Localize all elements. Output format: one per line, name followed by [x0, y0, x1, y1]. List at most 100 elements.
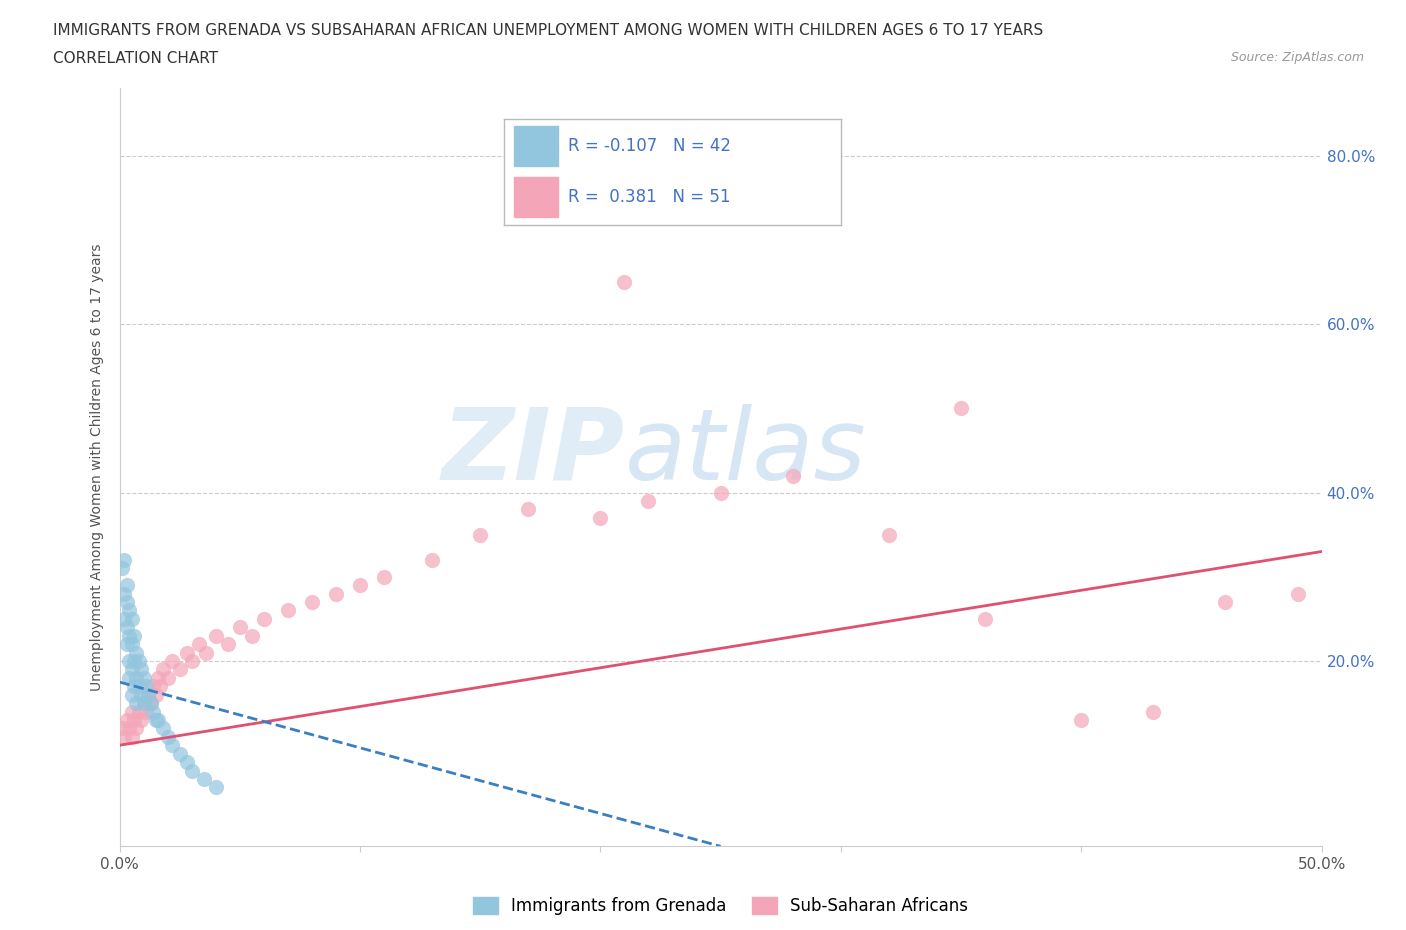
Point — [115, 620, 138, 635]
Text: Source: ZipAtlas.com: Source: ZipAtlas.com — [1230, 51, 1364, 64]
Point — [145, 687, 167, 702]
Point — [149, 679, 172, 694]
Point — [180, 654, 202, 669]
Point — [195, 645, 218, 660]
Point — [613, 274, 636, 289]
Point — [125, 645, 148, 660]
Text: ZIP: ZIP — [441, 404, 624, 500]
Point — [128, 679, 150, 694]
Point — [145, 712, 167, 727]
Point — [949, 401, 972, 416]
Point — [204, 780, 226, 795]
Point — [121, 687, 143, 702]
Point — [132, 696, 155, 711]
Point — [204, 629, 226, 644]
Point — [118, 629, 141, 644]
Point — [176, 645, 198, 660]
Point — [217, 637, 239, 652]
Point — [121, 729, 143, 744]
Point — [139, 696, 162, 711]
Point — [782, 469, 804, 484]
Point — [253, 612, 276, 627]
Text: R =  0.381   N = 51: R = 0.381 N = 51 — [568, 188, 731, 206]
Point — [180, 763, 202, 777]
Point — [129, 687, 152, 702]
Point — [349, 578, 371, 592]
Point — [132, 696, 155, 711]
Point — [135, 704, 157, 719]
Point — [517, 502, 540, 517]
Point — [1070, 712, 1092, 727]
Point — [152, 721, 174, 736]
Bar — [515, 177, 558, 218]
Point — [112, 586, 135, 601]
Point — [142, 704, 165, 719]
Text: CORRELATION CHART: CORRELATION CHART — [53, 51, 218, 66]
Point — [128, 704, 150, 719]
Point — [118, 654, 141, 669]
Point — [129, 712, 152, 727]
Point — [138, 687, 160, 702]
Point — [121, 662, 143, 677]
Point — [118, 603, 141, 618]
Point — [112, 729, 135, 744]
Bar — [515, 126, 558, 166]
Point — [709, 485, 731, 500]
Point — [169, 746, 191, 761]
Point — [228, 620, 252, 635]
Point — [115, 594, 138, 609]
Point — [156, 729, 179, 744]
Point — [146, 671, 169, 685]
Point — [139, 696, 162, 711]
Point — [301, 594, 323, 609]
Point — [187, 637, 209, 652]
Point — [974, 612, 997, 627]
Point — [115, 637, 138, 652]
Point — [156, 671, 179, 685]
Point — [325, 586, 347, 601]
Point — [1215, 594, 1237, 609]
Point — [122, 712, 145, 727]
Point — [373, 569, 395, 584]
Point — [112, 552, 135, 567]
Point — [277, 603, 299, 618]
Point — [176, 754, 198, 769]
Point — [420, 552, 443, 567]
Point — [589, 511, 612, 525]
Point — [115, 578, 138, 592]
Point — [121, 704, 143, 719]
Point — [112, 612, 135, 627]
Point — [122, 654, 145, 669]
Point — [111, 721, 134, 736]
Point — [468, 527, 492, 542]
Point — [240, 629, 263, 644]
Point — [125, 721, 148, 736]
Point — [142, 679, 165, 694]
Point — [118, 671, 141, 685]
Legend: Immigrants from Grenada, Sub-Saharan Africans: Immigrants from Grenada, Sub-Saharan Afr… — [467, 890, 974, 922]
Point — [125, 696, 148, 711]
Point — [115, 712, 138, 727]
Point — [169, 662, 191, 677]
Point — [128, 654, 150, 669]
Point — [111, 561, 134, 576]
Point — [118, 721, 141, 736]
Point — [122, 629, 145, 644]
Point — [121, 637, 143, 652]
Point — [146, 712, 169, 727]
Point — [125, 671, 148, 685]
Point — [122, 679, 145, 694]
Text: atlas: atlas — [624, 404, 866, 500]
Text: R = -0.107   N = 42: R = -0.107 N = 42 — [568, 138, 731, 155]
Text: IMMIGRANTS FROM GRENADA VS SUBSAHARAN AFRICAN UNEMPLOYMENT AMONG WOMEN WITH CHIL: IMMIGRANTS FROM GRENADA VS SUBSAHARAN AF… — [53, 23, 1043, 38]
Y-axis label: Unemployment Among Women with Children Ages 6 to 17 years: Unemployment Among Women with Children A… — [90, 244, 104, 691]
Point — [138, 687, 160, 702]
Point — [152, 662, 174, 677]
Point — [162, 654, 184, 669]
Point — [877, 527, 900, 542]
Point — [121, 612, 143, 627]
Point — [129, 662, 152, 677]
Point — [162, 737, 184, 752]
Point — [1142, 704, 1164, 719]
Point — [135, 679, 157, 694]
